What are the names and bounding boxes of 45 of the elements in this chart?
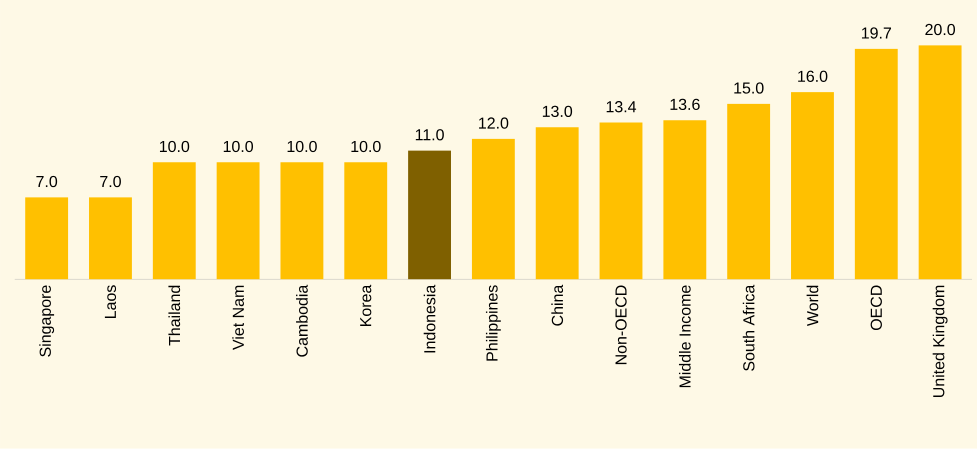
data-label: 15.0 bbox=[734, 82, 764, 94]
data-label: 16.0 bbox=[798, 70, 828, 82]
data-label: 12.0 bbox=[479, 118, 508, 129]
bar bbox=[791, 92, 834, 280]
bar bbox=[216, 162, 260, 280]
bar bbox=[408, 150, 451, 280]
x-tick-label: Singapore bbox=[39, 286, 54, 357]
bar bbox=[344, 162, 388, 280]
bar bbox=[536, 127, 579, 280]
x-tick-label: China bbox=[551, 284, 564, 326]
x-tick-label: OECD bbox=[870, 286, 882, 330]
data-label: 10.0 bbox=[224, 140, 254, 152]
data-label: 11.0 bbox=[416, 129, 444, 141]
bar bbox=[280, 162, 324, 280]
data-label: 7.0 bbox=[36, 176, 58, 188]
x-tick-label: Philippines bbox=[486, 285, 501, 361]
x-tick-label: Middle Income bbox=[678, 286, 691, 388]
bar bbox=[89, 197, 132, 280]
bar bbox=[727, 104, 770, 280]
data-label: 10.0 bbox=[351, 140, 381, 152]
x-tick-label: Korea bbox=[360, 284, 372, 326]
bar bbox=[472, 139, 515, 280]
x-tick-label: Cambodia bbox=[296, 284, 308, 357]
bar bbox=[600, 122, 642, 280]
data-label: 19.7 bbox=[862, 28, 892, 39]
data-label: 20.0 bbox=[925, 24, 956, 36]
bar bbox=[918, 45, 962, 280]
data-label: 10.0 bbox=[288, 140, 317, 152]
data-label: 13.4 bbox=[606, 101, 636, 112]
x-tick-label: Non-OECD bbox=[615, 286, 627, 364]
x-tick-label: Laos bbox=[104, 285, 116, 318]
bar bbox=[152, 162, 196, 280]
x-tick-label: Thailand bbox=[168, 286, 180, 346]
bar bbox=[663, 120, 706, 280]
bar bbox=[854, 49, 898, 280]
x-tick-label: Indonesia bbox=[424, 284, 436, 353]
x-tick-label: United Kingdom bbox=[932, 286, 948, 398]
x-tick-label: South Africa bbox=[742, 284, 755, 372]
x-tick-label: World bbox=[806, 286, 818, 326]
data-label: 7.0 bbox=[100, 176, 121, 188]
data-label: 13.6 bbox=[670, 98, 700, 110]
x-tick-label: Viet Nam bbox=[232, 286, 244, 350]
data-label: 10.0 bbox=[160, 140, 190, 152]
bar bbox=[25, 197, 68, 280]
data-label: 13.0 bbox=[542, 106, 572, 118]
